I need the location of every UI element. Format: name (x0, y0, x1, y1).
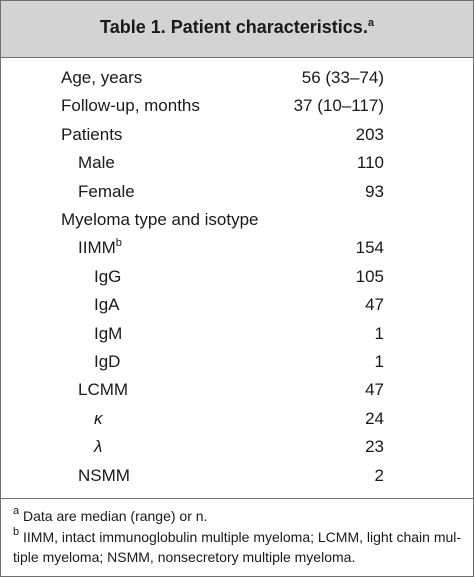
row-label: Follow-up, months (61, 96, 200, 116)
table-row: Myeloma type and isotype (1, 206, 473, 234)
row-label-cell: Myeloma type and isotype (61, 206, 259, 234)
footnote-mark: b (13, 526, 20, 538)
footnote: b IIMM, intact immunoglobulin multiple m… (13, 527, 461, 567)
row-label: NSMM (78, 465, 130, 485)
row-label-cell: NSMM (78, 462, 130, 490)
row-label-cell: λ (94, 433, 102, 461)
row-label-cell: Follow-up, months (61, 92, 200, 120)
row-value: 56 (33–74) (301, 68, 384, 87)
table-row: IgD 1 (1, 348, 473, 376)
table-row: NSMM 2 (1, 462, 473, 490)
row-value: 1 (374, 352, 384, 371)
row-label: Myeloma type and isotype (61, 210, 259, 229)
row-label: Patients (61, 124, 123, 144)
row-label-cell: IgM (94, 320, 122, 348)
row-value: 24 (365, 408, 384, 428)
row-label: λ (94, 437, 103, 457)
row-label: IIMM (78, 238, 116, 258)
row-value: 1 (374, 323, 384, 343)
row-value: 37 (10–117) (293, 96, 384, 116)
footnote: a Data are median (range) or n. (13, 506, 207, 526)
footnote-text: IIMM, intact immunoglobulin multiple mye… (23, 529, 462, 545)
title-text: Table 1. Patient characteristics. (100, 17, 368, 37)
row-value: 47 (365, 295, 384, 315)
footnote-text: tiple myeloma; NSMM, nonsecretory multip… (13, 549, 356, 565)
table-row: IgA 47 (1, 291, 473, 319)
footnote-mark: a (13, 505, 20, 517)
row-label-cell: LCMM (78, 376, 128, 404)
row-value: 105 (355, 266, 384, 286)
table-row: Age, years 56 (33–74) (1, 64, 473, 92)
row-value: 154 (355, 238, 384, 258)
table-row: LCMM 47 (1, 376, 473, 404)
row-label-cell: κ (94, 405, 103, 433)
row-label: Age, years (61, 68, 143, 87)
title-note: a (367, 17, 374, 29)
table-row: IgG 105 (1, 263, 473, 291)
row-value: 93 (365, 181, 384, 201)
table-row: Follow-up, months 37 (10–117) (1, 92, 473, 120)
row-label: IgM (94, 323, 123, 343)
row-label-cell: IgA (94, 291, 120, 319)
row-label: Female (78, 181, 135, 201)
row-value: 110 (356, 153, 384, 173)
row-value: 2 (374, 465, 384, 485)
row-label-cell: Male (78, 149, 115, 177)
row-label: LCMM (78, 380, 129, 400)
row-label: Male (78, 153, 115, 173)
table-header: Table 1. Patient characteristics.a (1, 1, 473, 58)
row-label-cell: IgG (94, 263, 121, 291)
table-row: κ 24 (1, 405, 473, 433)
table-row: IgM 1 (1, 320, 473, 348)
row-label-cell: IgD (94, 348, 120, 376)
row-value: 47 (365, 380, 384, 400)
row-label: IgD (94, 352, 121, 371)
footnote-rule (1, 498, 473, 499)
row-label-cell: Patients (61, 121, 122, 149)
table-row: Male 110 (1, 149, 473, 177)
row-label: κ (94, 408, 103, 428)
table-row: Female 93 (1, 178, 473, 206)
row-label: IgA (94, 295, 120, 315)
table-row: Patients 203 (1, 121, 473, 149)
row-label-cell: IIMMb (78, 234, 122, 262)
table-row: IIMMb 154 (1, 234, 473, 262)
row-value: 23 (365, 437, 384, 457)
table-row: λ 23 (1, 433, 473, 461)
footnote-text: Data are median (range) or n. (23, 508, 208, 524)
row-note: b (115, 237, 122, 250)
table-title: Table 1. Patient characteristics.a (1, 17, 473, 38)
row-label: IgG (94, 266, 122, 286)
row-label-cell: Female (78, 178, 135, 206)
row-label-cell: Age, years (61, 64, 142, 92)
row-value: 203 (355, 124, 384, 144)
